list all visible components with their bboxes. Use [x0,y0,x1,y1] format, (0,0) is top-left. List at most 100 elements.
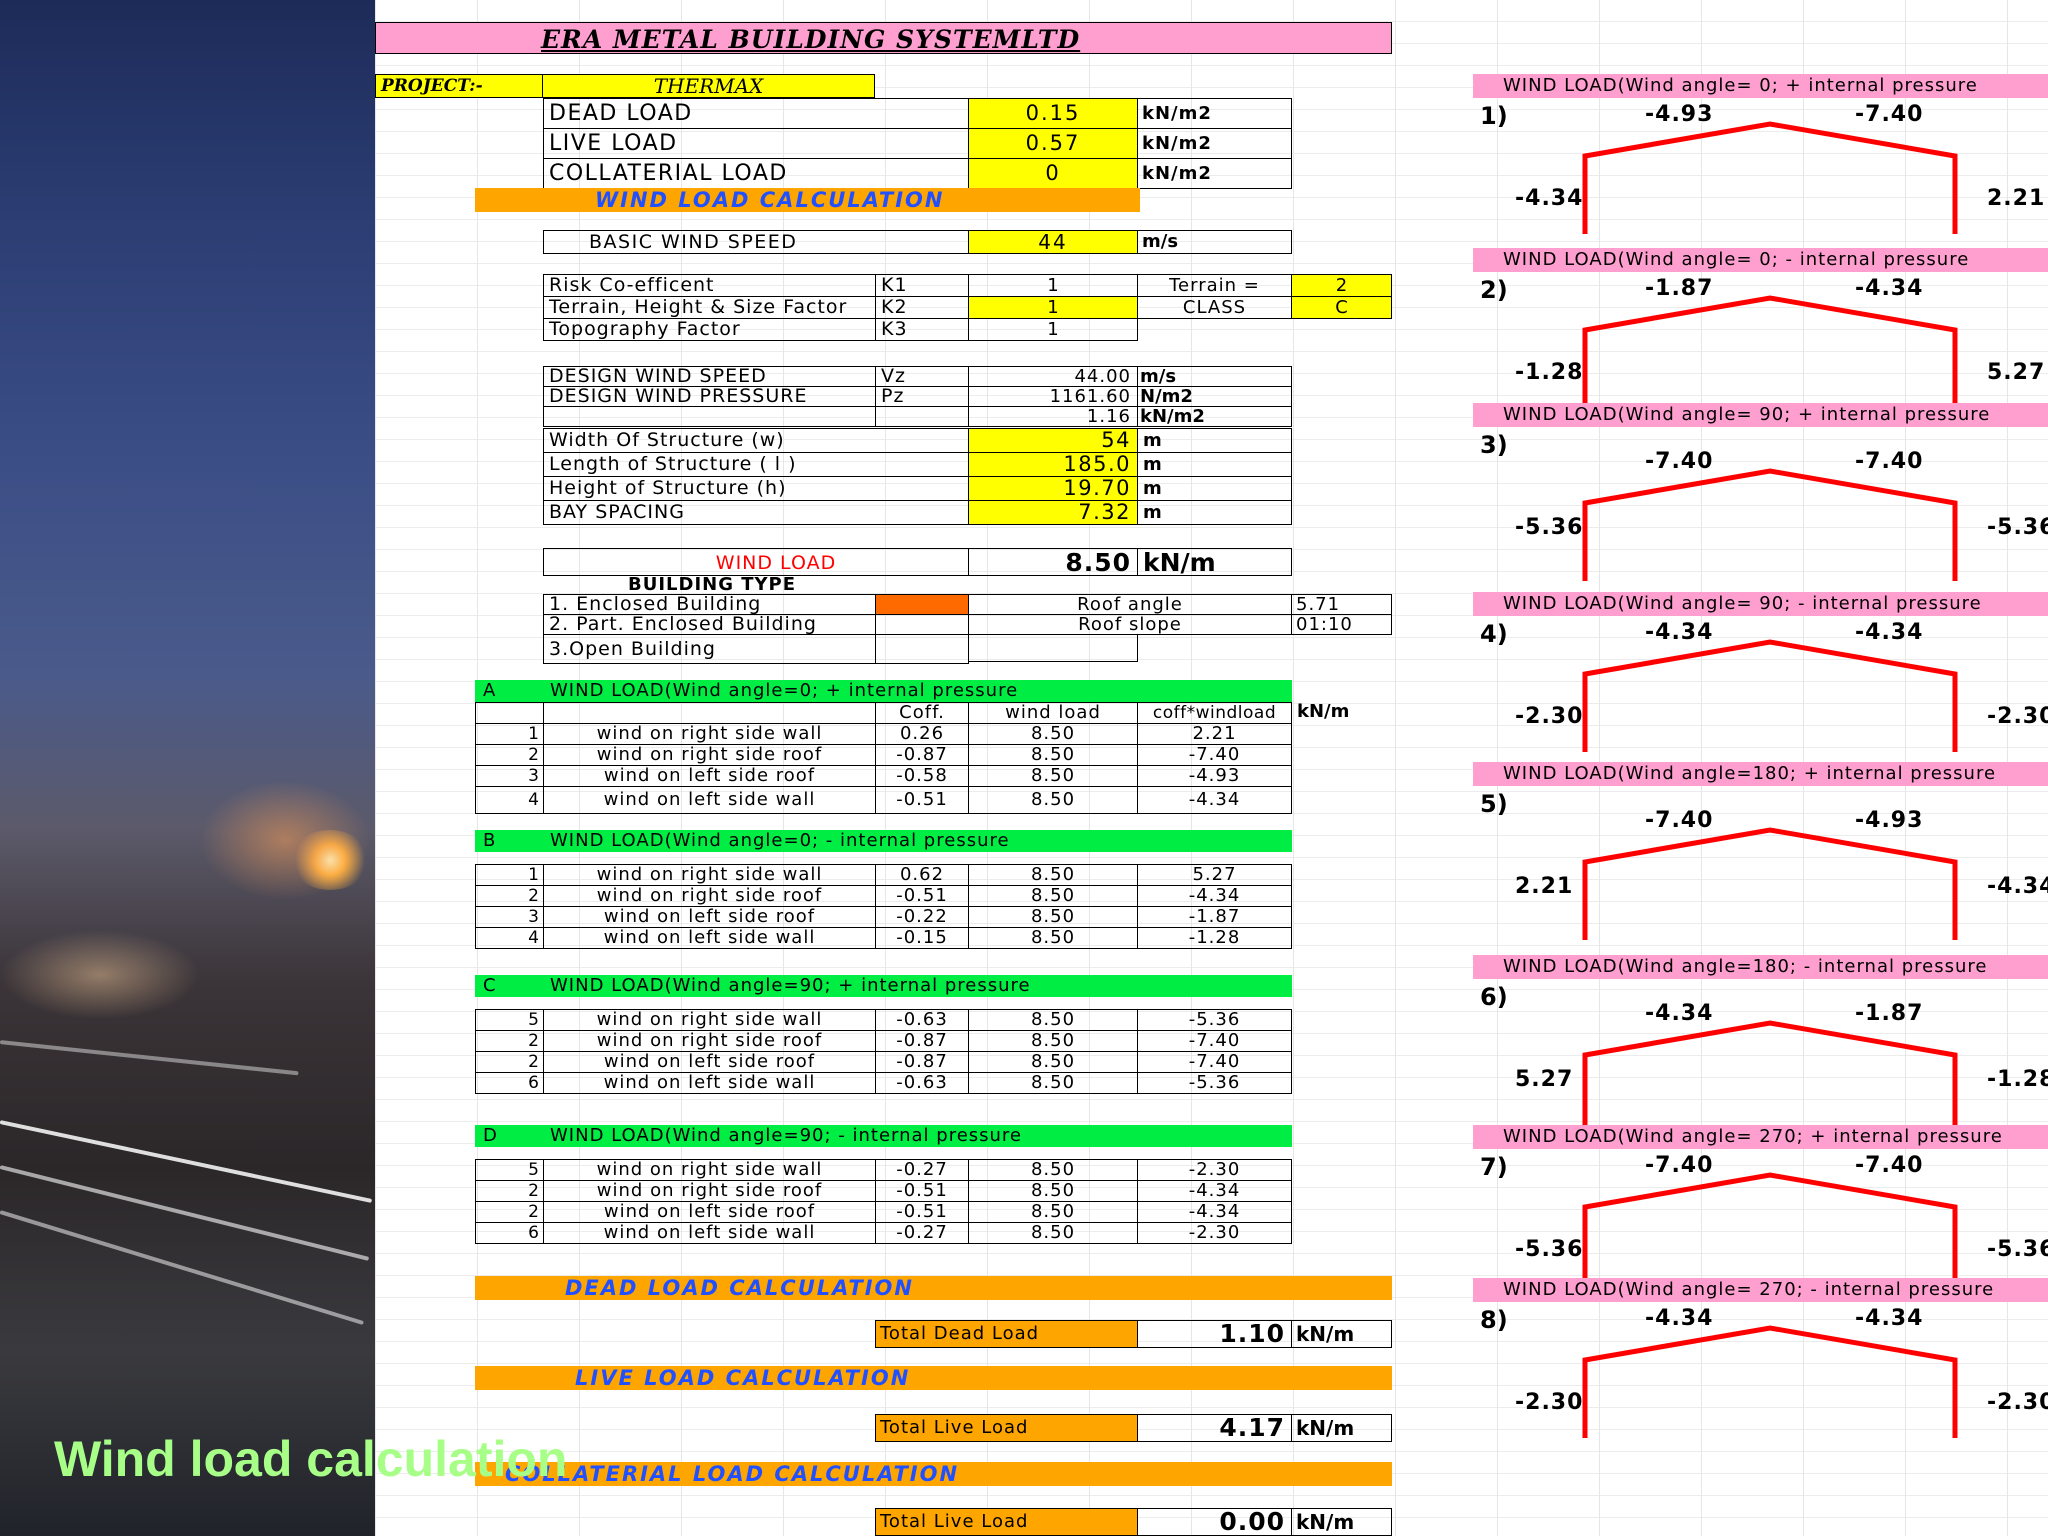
row-coff: -0.87 [875,1030,969,1052]
design-value: 1161.60 [968,386,1138,407]
row-number: 6 [475,1222,544,1244]
roof-slope-label: Roof slope [968,614,1292,635]
light-haze [0,930,200,1020]
wall-left-load: -2.30 [1515,1390,1584,1415]
dead-total-value: 1.10 [1137,1320,1292,1348]
row-label: wind on right side wall [543,723,876,745]
dimension-label: Length of Structure ( l ) [543,452,969,477]
roof-left-load: -7.40 [1645,1153,1714,1178]
frame-outline [1582,1172,1958,1285]
row-number: 2 [475,1051,544,1073]
basic-wind-speed-label: BASIC WIND SPEED [543,230,969,254]
wall-right-load: -4.34 [1987,874,2048,899]
car-light-streak [0,1165,370,1261]
row-number: 2 [475,1180,544,1202]
factor-label: Terrain, Height & Size Factor [543,296,876,319]
wind-load-value: 8.50 [968,548,1138,576]
project-name: THERMAX [542,74,875,98]
row-coff: -0.58 [875,765,969,787]
wall-right-load: -5.36 [1987,1237,2048,1262]
wall-left-load: 5.27 [1515,1067,1574,1092]
row-coff-windload: -4.34 [1137,786,1292,814]
building-lights [200,780,370,900]
portal-frame-diagram [1582,1172,1958,1285]
row-coff: -0.27 [875,1222,969,1244]
factor-label: Risk Co-efficent [543,274,876,297]
row-label: wind on left side wall [543,1072,876,1094]
factor-symbol: K1 [875,274,969,297]
empty-cell [968,634,1138,662]
row-coff: -0.51 [875,1180,969,1202]
live-total-unit: kN/m [1291,1414,1392,1442]
row-wind-load: 8.50 [968,744,1138,766]
row-number: 2 [475,744,544,766]
case-letter: A [483,680,496,701]
frame-outline [1582,639,1958,752]
row-wind-load: 8.50 [968,1072,1138,1094]
terrain-value: 2 [1291,274,1392,297]
wall-left-load: -5.36 [1515,1237,1584,1262]
factor-value: 1 [968,318,1138,341]
roof-angle-value: 5.71 [1291,594,1392,615]
building-type-item: 3.Open Building [543,634,876,664]
case-header: C WIND LOAD(Wind angle=90; + internal pre… [475,975,1292,997]
building-type-item: 1. Enclosed Building [543,594,876,615]
roof-left-load: -4.34 [1645,1306,1714,1331]
dead-total-unit: kN/m [1291,1320,1392,1348]
dead-load-header: DEAD LOAD CALCULATION [475,1276,1392,1300]
case-title: WIND LOAD(Wind angle=0; + internal press… [550,680,1019,701]
row-number: 3 [475,765,544,787]
frame-outline [1582,295,1958,408]
col-header-unit: kN/m [1297,702,1350,722]
basic-wind-speed-text: BASIC WIND SPEED [589,231,798,253]
row-coff-windload: -4.93 [1137,765,1292,787]
live-total-value: 4.17 [1137,1414,1292,1442]
row-coff: -0.27 [875,1159,969,1181]
row-coff-windload: -7.40 [1137,1030,1292,1052]
wall-right-load: -1.28 [1987,1067,2048,1092]
wall-left-load: -1.28 [1515,360,1584,385]
load-label: DEAD LOAD [543,98,969,129]
row-label: wind on right side roof [543,885,876,907]
building-type-selector [875,594,969,615]
roof-right-load: -7.40 [1855,449,1924,474]
case-title: WIND LOAD(Wind angle=0; - internal press… [550,830,1010,851]
row-wind-load: 8.50 [968,885,1138,907]
case-title: WIND LOAD(Wind angle=90; - internal pres… [550,1125,1023,1146]
row-coff: 0.62 [875,864,969,886]
roof-slope-value: 01:10 [1291,614,1392,635]
frame-number: 2) [1480,276,1508,304]
load-unit: kN/m2 [1137,158,1292,189]
frame-number: 4) [1480,620,1508,648]
wind-calc-header: WIND LOAD CALCULATION [475,188,1140,212]
live-load-header: LIVE LOAD CALCULATION [475,1366,1392,1390]
portal-frame-diagram [1582,827,1958,940]
dimension-label: Width Of Structure (w) [543,428,969,453]
design-symbol [875,406,969,427]
design-unit: m/s [1137,366,1292,387]
wind-load-label-text: WIND LOAD [715,552,837,574]
car-light-streak [0,1040,299,1076]
frame-number: 6) [1480,983,1508,1011]
row-number: 4 [475,786,544,814]
row-coff-windload: -5.36 [1137,1072,1292,1094]
row-number: 5 [475,1159,544,1181]
roof-right-load: -4.34 [1855,1306,1924,1331]
case-letter: C [483,975,496,996]
row-coff: -0.22 [875,906,969,928]
coll-total-label: Total Live Load [875,1508,1138,1536]
basic-wind-speed-unit: m/s [1137,230,1292,254]
row-coff: -0.15 [875,927,969,949]
row-number: 5 [475,1009,544,1031]
portal-frame-diagram [1582,121,1958,234]
coll-total-unit: kN/m [1291,1508,1392,1536]
load-value: 0.57 [968,128,1138,159]
frame-title: WIND LOAD(Wind angle= 0; + internal pres… [1473,74,2048,98]
row-wind-load: 8.50 [968,1009,1138,1031]
design-label [543,406,876,427]
col-header-wind: wind load [968,702,1138,724]
row-number: 2 [475,885,544,907]
roof-right-load: -7.40 [1855,1153,1924,1178]
project-label: PROJECT:- [375,74,543,98]
factor-label: Topography Factor [543,318,876,341]
